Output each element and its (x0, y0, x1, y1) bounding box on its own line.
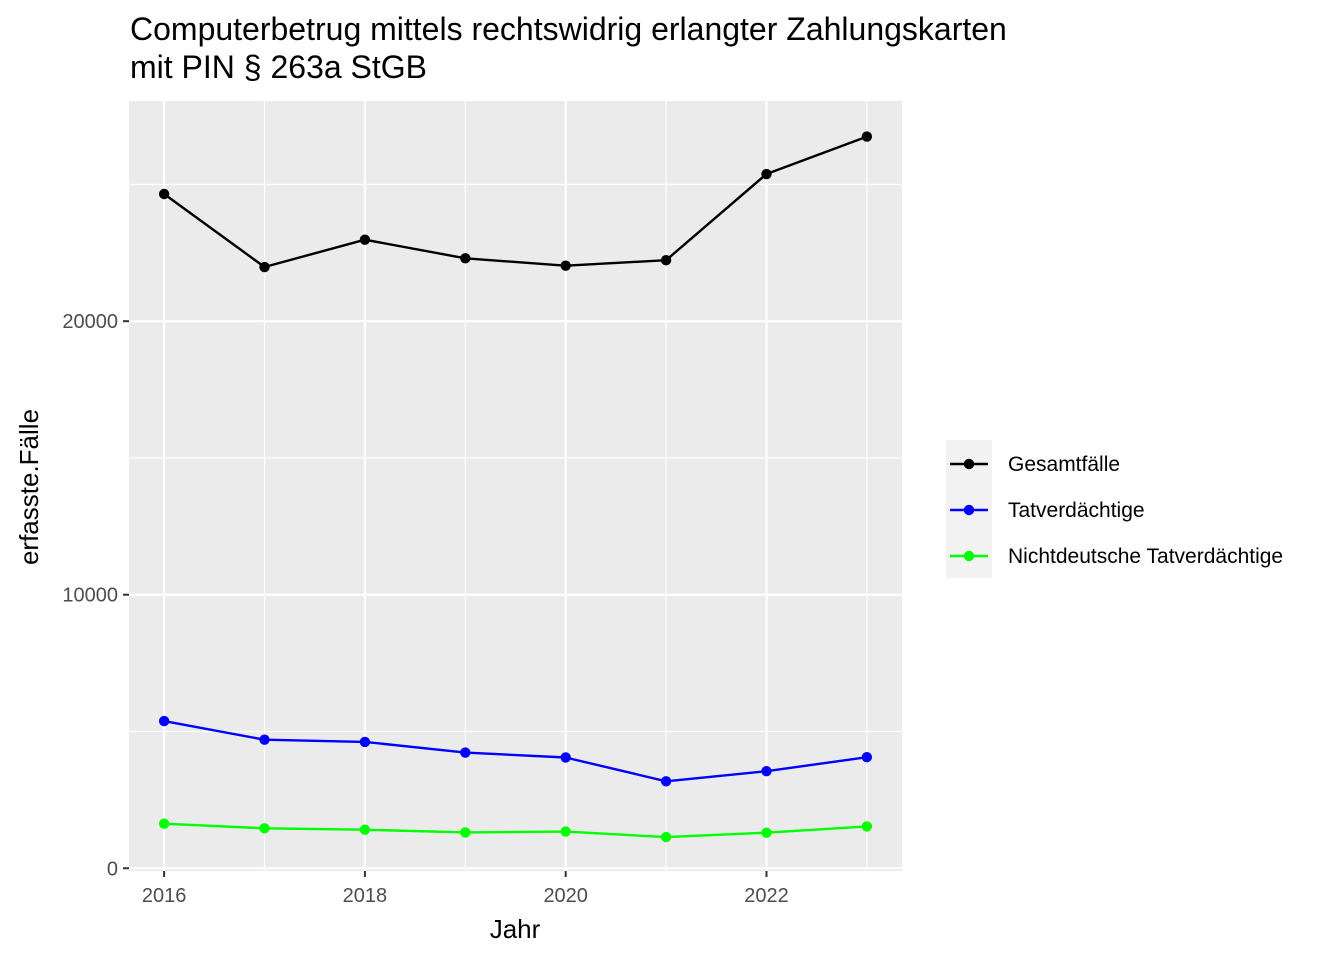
series-line (163, 135, 868, 269)
data-point (861, 752, 873, 763)
legend-marker (963, 550, 975, 562)
legend-marker (963, 458, 975, 470)
x-tick-label: 2016 (142, 885, 187, 907)
series-line (163, 719, 868, 783)
legend-marker (963, 504, 975, 516)
y-tick-label: 0 (107, 858, 118, 880)
data-point (761, 765, 772, 777)
data-point (660, 776, 672, 787)
chart-title: Computerbetrug mittels rechtswidrig erla… (130, 11, 1007, 47)
data-point (259, 823, 270, 834)
chart-subtitle: mit PIN § 263a StGB (130, 49, 427, 85)
data-point (259, 734, 270, 745)
x-tick-label: 2018 (343, 885, 388, 907)
data-point (761, 168, 772, 180)
data-point (660, 831, 672, 843)
axes: 2016 2018 2020 2022 0 10000 20000 (62, 311, 788, 907)
data-point (560, 752, 571, 763)
data-point (158, 818, 170, 829)
y-tick-label: 10000 (62, 585, 118, 607)
y-tick-label: 20000 (62, 311, 118, 333)
data-point (359, 234, 371, 245)
data-point (359, 736, 371, 748)
series-line (164, 822, 867, 839)
plot-panel (129, 101, 902, 871)
grid-lines (129, 101, 902, 871)
data-point (861, 821, 873, 832)
data-point (460, 253, 471, 264)
data-point (158, 188, 170, 200)
y-axis-title: erfasste.Fälle (14, 409, 44, 565)
data-point (660, 254, 672, 266)
data-point (259, 261, 270, 273)
data-point (560, 260, 571, 271)
legend-label: Tatverdächtige (1008, 499, 1145, 522)
data-point (359, 824, 371, 835)
legend: Gesamtfälle Tatverdächtige Nichtdeutsche T… (946, 440, 1283, 578)
series-layer (158, 131, 873, 843)
data-point (861, 131, 873, 142)
legend-label: Nichtdeutsche Tatverdächtige (1008, 545, 1283, 568)
legend-label: Gesamtfälle (1008, 453, 1120, 476)
data-point (460, 827, 471, 838)
x-axis-title: Jahr (490, 914, 541, 944)
data-point (761, 827, 772, 838)
data-point (460, 747, 471, 758)
data-point (560, 826, 571, 837)
x-tick-label: 2022 (744, 885, 789, 907)
data-point (158, 715, 170, 727)
x-tick-label: 2020 (543, 885, 588, 907)
